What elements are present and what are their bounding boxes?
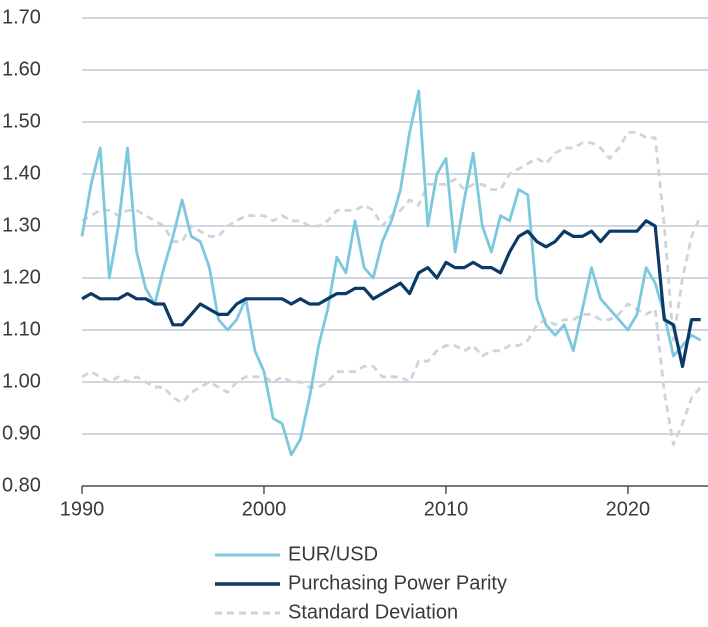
y-tick-label: 1.00 <box>2 370 41 392</box>
legend-label: EUR/USD <box>288 543 378 565</box>
y-tick-label: 1.40 <box>2 162 41 184</box>
y-tick-label: 0.90 <box>2 422 41 444</box>
x-tick-label: 2000 <box>242 498 287 520</box>
y-tick-label: 1.20 <box>2 266 41 288</box>
y-tick-label: 1.50 <box>2 110 41 132</box>
legend-label: Purchasing Power Parity <box>288 572 507 594</box>
y-tick-label: 1.10 <box>2 318 41 340</box>
x-tick-label: 1990 <box>60 498 105 520</box>
y-tick-label: 1.30 <box>2 214 41 236</box>
series-line <box>81 219 701 368</box>
x-tick-label: 2010 <box>424 498 469 520</box>
series-line <box>81 131 702 342</box>
series-line <box>80 89 702 457</box>
series-line <box>81 302 702 446</box>
y-tick-label: 0.80 <box>2 474 41 496</box>
y-tick-label: 1.70 <box>2 6 41 28</box>
legend-label: Standard Deviation <box>288 601 458 623</box>
x-tick-label: 2020 <box>606 498 651 520</box>
y-tick-label: 1.60 <box>2 58 41 80</box>
